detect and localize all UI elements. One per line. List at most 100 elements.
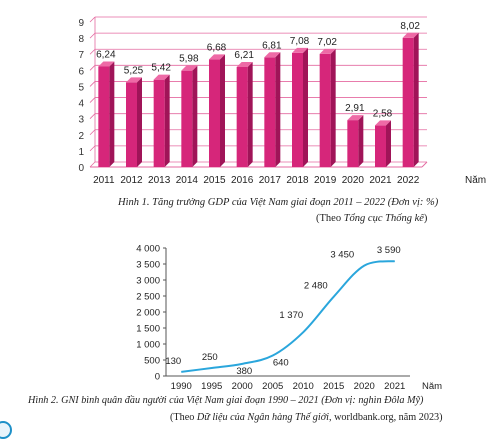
- bar-side: [386, 120, 391, 167]
- bar: [347, 120, 358, 167]
- data-value-label: 640: [273, 358, 289, 369]
- bar-side: [137, 77, 142, 167]
- y-tick-label: 0: [155, 372, 160, 383]
- bar-side: [192, 66, 197, 167]
- y-tick-label: 3 000: [136, 276, 160, 287]
- bar-side: [248, 62, 253, 167]
- figure1-source: (Theo Tổng cục Thống kê): [316, 213, 427, 224]
- bar: [264, 57, 275, 167]
- bar-value-label: 5,42: [151, 63, 171, 74]
- gridline-side: [90, 130, 95, 135]
- gdp-growth-bar-chart: 01234567896,2420115,2520125,4220135,9820…: [0, 0, 502, 196]
- y-tick-label: 7: [78, 50, 84, 61]
- y-tick-label: 500: [144, 356, 160, 367]
- x-axis-title: Năm: [465, 175, 486, 186]
- x-tick-label: 2018: [286, 175, 309, 186]
- bar-side: [358, 115, 363, 167]
- x-tick-label: 1995: [201, 381, 222, 392]
- y-tick-label: 3 500: [136, 260, 160, 271]
- floor-edge-right: [422, 162, 427, 167]
- figure1-source-name: Tổng cục Thống kê: [344, 213, 424, 224]
- figure1-source-prefix: (Theo: [316, 213, 344, 224]
- gridline-side: [90, 81, 95, 86]
- bar-value-label: 6,68: [207, 42, 227, 53]
- x-tick-label: 2010: [293, 381, 314, 392]
- y-tick-label: 2 000: [136, 308, 160, 319]
- x-tick-label: 2016: [231, 175, 254, 186]
- gridline-side: [90, 98, 95, 103]
- figure2-caption: Hình 2. GNI bình quân đầu người của Việt…: [28, 395, 423, 406]
- bar: [181, 71, 192, 167]
- bar: [209, 59, 220, 167]
- data-value-label: 3 450: [330, 250, 354, 261]
- figure2-source-suffix: , worldbank.org, năm 2023): [329, 412, 443, 423]
- y-tick-label: 5: [78, 82, 84, 93]
- y-tick-label: 0: [78, 163, 84, 174]
- bar-value-label: 2,58: [373, 108, 393, 119]
- bar-side: [331, 49, 336, 167]
- bar-value-label: 6,24: [96, 49, 116, 60]
- y-tick-label: 3: [78, 115, 84, 126]
- bar: [126, 82, 137, 167]
- bar: [320, 54, 331, 167]
- figure1-caption-text: Hình 1. Tăng trưởng GDP của Việt Nam gia…: [118, 197, 438, 208]
- bar-value-label: 6,21: [234, 50, 254, 61]
- y-tick-label: 4 000: [136, 244, 160, 255]
- x-tick-label: 1990: [171, 381, 192, 392]
- gridline-side: [90, 17, 95, 22]
- x-axis-title: Năm: [422, 381, 442, 392]
- data-value-label: 2 480: [304, 281, 328, 292]
- page-marker-dot: [0, 421, 12, 439]
- bar-value-label: 5,25: [124, 65, 144, 76]
- x-tick-label: 2013: [148, 175, 171, 186]
- gridline-side: [90, 162, 95, 167]
- data-value-label: 130: [165, 356, 181, 367]
- y-tick-label: 6: [78, 66, 84, 77]
- figure1-source-suffix: ): [424, 213, 428, 224]
- bar: [154, 80, 165, 167]
- data-value-label: 250: [202, 352, 218, 363]
- data-value-label: 1 370: [279, 310, 303, 321]
- bar-side: [303, 48, 308, 167]
- y-tick-label: 1 000: [136, 340, 160, 351]
- x-tick-label: 2012: [120, 175, 143, 186]
- x-tick-label: 2022: [397, 175, 420, 186]
- gridline-side: [90, 49, 95, 54]
- bar-value-label: 2,91: [345, 103, 365, 114]
- gridline-side: [90, 114, 95, 119]
- data-value-label: 380: [236, 366, 252, 377]
- x-tick-label: 2021: [384, 381, 405, 392]
- x-tick-label: 2020: [354, 381, 375, 392]
- x-tick-label: 2011: [93, 175, 115, 186]
- bar-value-label: 5,98: [179, 54, 199, 65]
- bar-side: [275, 52, 280, 167]
- gridline-side: [90, 33, 95, 38]
- x-tick-label: 2017: [259, 175, 282, 186]
- bar: [237, 67, 248, 167]
- figure1-caption: Hình 1. Tăng trưởng GDP của Việt Nam gia…: [118, 197, 438, 208]
- bar-side: [414, 33, 419, 167]
- x-tick-label: 2015: [323, 381, 344, 392]
- x-tick-label: 2019: [314, 175, 337, 186]
- y-tick-label: 2 500: [136, 292, 160, 303]
- gni-per-capita-line-chart: 0 500 1 000 1 500 2 000 2 500 3 000 3 500 4 000 1…: [0, 238, 502, 394]
- y-tick-label: 1: [78, 147, 84, 158]
- bar-side: [109, 61, 114, 167]
- figure2-source-prefix: (Theo: [170, 412, 197, 423]
- gridline-side: [90, 146, 95, 151]
- y-tick-label: 9: [78, 18, 84, 29]
- y-tick-label: 1 500: [136, 324, 160, 335]
- gridline-side: [90, 65, 95, 70]
- bar-value-label: 7,08: [290, 36, 310, 47]
- figure2-caption-text: Hình 2. GNI bình quân đầu người của Việt…: [28, 395, 423, 406]
- x-tick-label: 2014: [176, 175, 199, 186]
- bar: [292, 53, 303, 167]
- x-tick-label: 2020: [342, 175, 365, 186]
- data-value-label: 3 590: [377, 245, 401, 256]
- x-tick-label: 2021: [369, 175, 392, 186]
- bar-value-label: 6,81: [262, 40, 282, 51]
- y-tick-label: 4: [78, 99, 84, 110]
- bar: [403, 38, 414, 167]
- bar-value-label: 7,02: [317, 37, 337, 48]
- x-tick-label: 2005: [262, 381, 283, 392]
